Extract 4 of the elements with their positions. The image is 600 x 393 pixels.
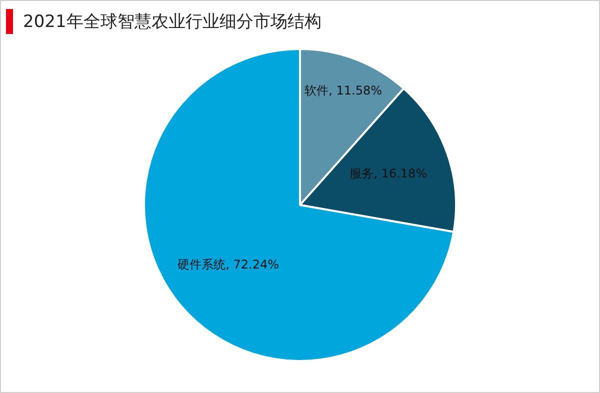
slice-label: 软件, 11.58% (304, 83, 382, 98)
slice-label: 硬件系统, 72.24% (178, 257, 280, 272)
slice-label: 服务, 16.18% (350, 166, 428, 180)
chart-title: 2021年全球智慧农业行业细分市场结构 (23, 11, 322, 33)
